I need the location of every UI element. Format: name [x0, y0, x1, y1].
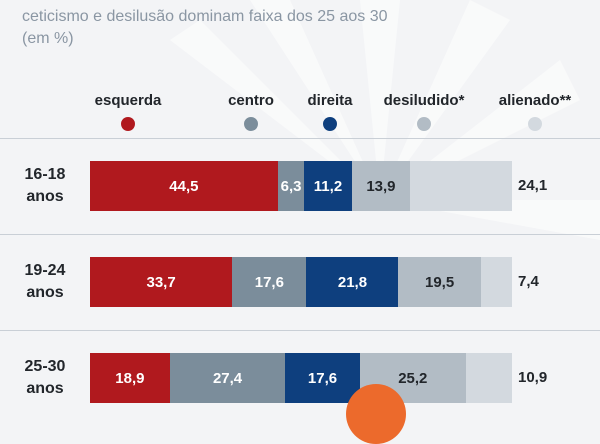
legend-swatch: [323, 117, 337, 131]
legend-item-1: centro: [191, 92, 311, 131]
row-divider: [0, 138, 600, 139]
bar-segment-centro: 27,4: [169, 353, 286, 403]
bar-segment-esquerda: 44,5: [90, 161, 278, 211]
bar-value-label-alienado: 24,1: [518, 177, 548, 194]
bar-segment-centro: 17,6: [232, 257, 307, 307]
legend-label: centro: [228, 92, 274, 109]
bar-value-label-alienado: 10,9: [518, 369, 548, 386]
legend-label: alienado**: [498, 92, 572, 109]
legend-item-4: alienado**: [475, 92, 595, 131]
bar-segment-direita: 21,8: [306, 257, 399, 307]
row-divider: [0, 234, 600, 235]
subtitle-line-1: ceticismo e desilusão dominam faixa dos …: [22, 8, 388, 25]
bar-segment-desiludido: 13,9: [351, 161, 411, 211]
row-label-line: 19-24: [24, 262, 66, 279]
bar-segment-desiludido: 25,2: [359, 353, 466, 403]
legend-item-3: desiludido*: [364, 92, 484, 131]
bar-segment-alienado: [410, 161, 512, 211]
bar-value-label-alienado: 7,4: [518, 273, 539, 290]
orange-badge: [346, 384, 406, 444]
row-label-line: anos: [26, 380, 64, 397]
stacked-bar: 18,9 27,4 17,6 25,2: [90, 353, 512, 403]
bar-segment-esquerda: 33,7: [90, 257, 233, 307]
legend-label: desiludido*: [383, 92, 465, 109]
legend-label: esquerda: [94, 92, 162, 109]
bar-segment-alienado: [480, 257, 512, 307]
row-label-line: anos: [26, 284, 64, 301]
subtitle-line-2: (em %): [22, 30, 74, 47]
row-label-line: anos: [26, 188, 64, 205]
bar-segment-alienado: [465, 353, 512, 403]
legend-item-0: esquerda: [68, 92, 188, 131]
legend-swatch: [417, 117, 431, 131]
stacked-bar: 33,7 17,6 21,8 19,5: [90, 257, 512, 307]
row-label: 19-24 anos: [0, 260, 90, 304]
stacked-bar: 44,5 6,3 11,2 13,9: [90, 161, 512, 211]
row-label-line: 16-18: [24, 166, 66, 183]
chart-subtitle: ceticismo e desilusão dominam faixa dos …: [22, 6, 388, 50]
bar-segment-direita: 11,2: [304, 161, 352, 211]
bar-segment-direita: 17,6: [285, 353, 360, 403]
legend-item-2: direita: [270, 92, 390, 131]
chart-legend: esquerda centro direita desiludido* alienado…: [0, 92, 600, 138]
legend-swatch: [244, 117, 258, 131]
row-label: 25-30 anos: [0, 356, 90, 400]
bar-segment-desiludido: 19,5: [398, 257, 481, 307]
legend-swatch: [528, 117, 542, 131]
bar-segment-centro: 6,3: [277, 161, 305, 211]
row-label: 16-18 anos: [0, 164, 90, 208]
row-divider: [0, 330, 600, 331]
legend-label: direita: [307, 92, 353, 109]
row-label-line: 25-30: [24, 358, 66, 375]
bar-segment-esquerda: 18,9: [90, 353, 170, 403]
legend-swatch: [121, 117, 135, 131]
